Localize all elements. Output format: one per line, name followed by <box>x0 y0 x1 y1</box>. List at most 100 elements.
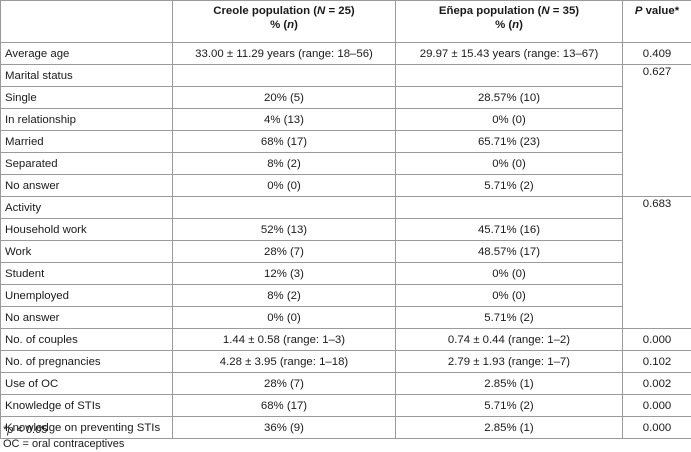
creole-value: 4% (13) <box>172 108 396 131</box>
header-row: Creole population (N = 25) % (n) Eñepa p… <box>0 0 691 43</box>
header-p-symbol: P <box>634 5 643 17</box>
demographics-table: Creole population (N = 25) % (n) Eñepa p… <box>0 0 691 439</box>
header-empty-cell <box>0 0 173 43</box>
row-label: Activity <box>0 196 173 219</box>
enepa-value: 2.79 ± 1.93 (range: 1–7) <box>395 350 623 373</box>
p-value: 0.000 <box>622 394 691 417</box>
header-enepa-sub-n: n <box>512 19 520 31</box>
creole-value: 0% (0) <box>172 174 396 197</box>
table-row: In relationship 4% (13) 0% (0) <box>0 108 691 131</box>
row-label: Married <box>0 130 173 153</box>
creole-value: 52% (13) <box>172 218 396 241</box>
table-row: Household work 52% (13) 45.71% (16) <box>0 218 691 241</box>
enepa-value: 29.97 ± 15.43 years (range: 13–67) <box>395 42 623 65</box>
table-row: No. of couples 1.44 ± 0.58 (range: 1–3) … <box>0 328 691 351</box>
row-label: No. of couples <box>0 328 173 351</box>
header-creole-sub-close: ) <box>294 19 298 31</box>
footnote-p-symbol: p <box>7 424 14 436</box>
table-row: Use of OC 28% (7) 2.85% (1) 0.002 <box>0 372 691 395</box>
creole-value: 8% (2) <box>172 152 396 175</box>
header-enepa-count: = 35) <box>549 5 580 17</box>
enepa-value: 0% (0) <box>395 152 623 175</box>
enepa-value: 5.71% (2) <box>395 174 623 197</box>
footnote-star: * <box>3 424 8 436</box>
enepa-value <box>395 64 623 87</box>
p-value: 0.000 <box>622 328 691 351</box>
footnote-significance: *p < 0.05 <box>3 423 124 437</box>
table-row: No answer 0% (0) 5.71% (2) <box>0 306 691 329</box>
header-creole-sub: % (n) <box>177 18 391 32</box>
enepa-value: 0% (0) <box>395 284 623 307</box>
table-row: Married 68% (17) 65.71% (23) <box>0 130 691 153</box>
enepa-value: 45.71% (16) <box>395 218 623 241</box>
table-row: Work 28% (7) 48.57% (17) <box>0 240 691 263</box>
row-label: Work <box>0 240 173 263</box>
header-enepa-sub-close: ) <box>519 19 523 31</box>
row-label: Single <box>0 86 173 109</box>
enepa-value <box>395 196 623 219</box>
p-value: 0.000 <box>622 416 691 439</box>
table-row: Knowledge of STIs 68% (17) 5.71% (2) 0.0… <box>0 394 691 417</box>
row-label: Student <box>0 262 173 285</box>
creole-value: 1.44 ± 0.58 (range: 1–3) <box>172 328 396 351</box>
p-value: 0.627 <box>622 64 691 197</box>
creole-value: 33.00 ± 11.29 years (range: 18–56) <box>172 42 396 65</box>
header-enepa: Eñepa population (N = 35) % (n) <box>395 0 623 43</box>
footnote-oc: OC = oral contraceptives <box>3 438 125 450</box>
row-label: No answer <box>0 306 173 329</box>
row-label: Marital status <box>0 64 173 87</box>
creole-value: 28% (7) <box>172 372 396 395</box>
header-enepa-n-symbol: N <box>541 5 550 17</box>
creole-value: 28% (7) <box>172 240 396 263</box>
enepa-value: 5.71% (2) <box>395 306 623 329</box>
table-row: Separated 8% (2) 0% (0) <box>0 152 691 175</box>
creole-value: 8% (2) <box>172 284 396 307</box>
row-label: Household work <box>0 218 173 241</box>
header-enepa-sub: % (n) <box>400 18 618 32</box>
table-row: No. of pregnancies 4.28 ± 3.95 (range: 1… <box>0 350 691 373</box>
enepa-value: 5.71% (2) <box>395 394 623 417</box>
creole-value <box>172 64 396 87</box>
enepa-value: 2.85% (1) <box>395 416 623 439</box>
table-row: Student 12% (3) 0% (0) <box>0 262 691 285</box>
header-creole-sub-pct: % ( <box>270 19 288 31</box>
header-enepa-name: Eñepa population ( <box>438 5 542 17</box>
header-p-rest: value* <box>642 5 680 17</box>
row-label: Knowledge on preventing STIs <box>0 416 173 439</box>
table-row: No answer 0% (0) 5.71% (2) <box>0 174 691 197</box>
creole-value: 68% (17) <box>172 130 396 153</box>
creole-value: 36% (9) <box>172 416 396 439</box>
row-label: Use of OC <box>0 372 173 395</box>
table-row: Marital status 0.627 <box>0 64 691 197</box>
row-label: Knowledge of STIs <box>0 394 173 417</box>
header-creole: Creole population (N = 25) % (n) <box>172 0 396 43</box>
creole-value: 12% (3) <box>172 262 396 285</box>
creole-value: 68% (17) <box>172 394 396 417</box>
header-p-value: P value* <box>622 0 691 43</box>
table-row: Unemployed 8% (2) 0% (0) <box>0 284 691 307</box>
header-creole-count: = 25) <box>325 5 355 17</box>
row-label: No. of pregnancies <box>0 350 173 373</box>
enepa-value: 28.57% (10) <box>395 86 623 109</box>
enepa-value: 48.57% (17) <box>395 240 623 263</box>
p-value: 0.683 <box>622 196 691 329</box>
enepa-value: 2.85% (1) <box>395 372 623 395</box>
p-value: 0.409 <box>622 42 691 65</box>
enepa-value: 65.71% (23) <box>395 130 623 153</box>
table-row: Activity 0.683 <box>0 196 691 329</box>
creole-value: 4.28 ± 3.95 (range: 1–18) <box>172 350 396 373</box>
creole-value: 0% (0) <box>172 306 396 329</box>
table-row: Single 20% (5) 28.57% (10) <box>0 86 691 109</box>
header-creole-sub-n: n <box>287 19 295 31</box>
row-label: No answer <box>0 174 173 197</box>
header-creole-name: Creole population ( <box>213 5 318 17</box>
creole-value <box>172 196 396 219</box>
table-row: Average age 33.00 ± 11.29 years (range: … <box>0 42 691 65</box>
enepa-value: 0.74 ± 0.44 (range: 1–2) <box>395 328 623 351</box>
row-label: Average age <box>0 42 173 65</box>
row-label: In relationship <box>0 108 173 131</box>
p-value: 0.102 <box>622 350 691 373</box>
header-creole-n-symbol: N <box>317 5 326 17</box>
table-footnotes: *p < 0.05 OC = oral contraceptives <box>3 423 124 451</box>
row-label: Unemployed <box>0 284 173 307</box>
